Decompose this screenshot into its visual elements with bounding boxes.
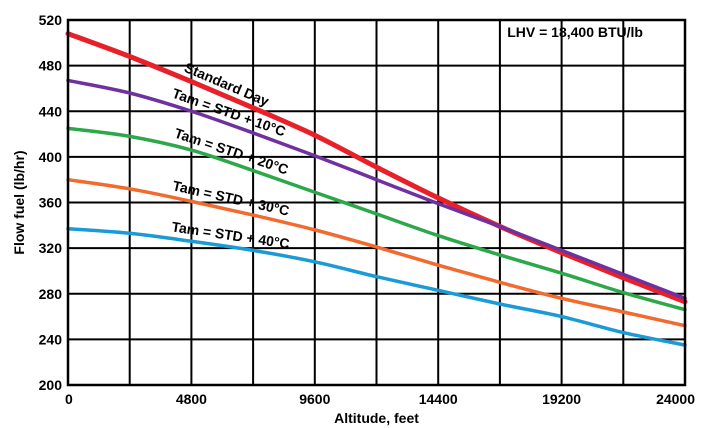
y-tick-label: 520 (39, 12, 63, 28)
y-tick-label: 240 (39, 331, 63, 347)
y-tick-label: 440 (39, 103, 63, 119)
x-tick-label: 9600 (299, 391, 330, 407)
series-line (66, 78, 687, 301)
series-line (66, 126, 687, 312)
plot-frame (66, 18, 687, 387)
y-axis-title: Flow fuel (lb/hr) (11, 150, 27, 254)
y-tick-label: 400 (39, 149, 63, 165)
x-tick-label: 0 (65, 391, 73, 407)
tick-layer: 200 240 280 320 360 400 440 480 520 0 4800 9600 1440… (39, 12, 696, 407)
x-tick-label: 19200 (542, 391, 581, 407)
y-tick-label: 280 (39, 286, 63, 302)
series-label: Tam = STD + 30°C (171, 177, 291, 218)
x-axis-title: Altitude, feet (334, 410, 419, 426)
lhv-annotation: LHV = 18,400 BTU/lb (507, 24, 643, 40)
series-line (66, 177, 687, 328)
y-tick-label: 480 (39, 58, 63, 74)
grid-layer (68, 19, 685, 386)
series-line (66, 226, 687, 347)
x-tick-label: 14400 (419, 391, 458, 407)
x-tick-label: 24000 (656, 391, 695, 407)
series-layer (65, 31, 688, 347)
series-line (65, 31, 688, 305)
y-tick-label: 200 (39, 377, 63, 393)
y-tick-label: 320 (39, 240, 63, 256)
x-tick-label: 4800 (176, 391, 207, 407)
y-tick-label: 360 (39, 195, 63, 211)
